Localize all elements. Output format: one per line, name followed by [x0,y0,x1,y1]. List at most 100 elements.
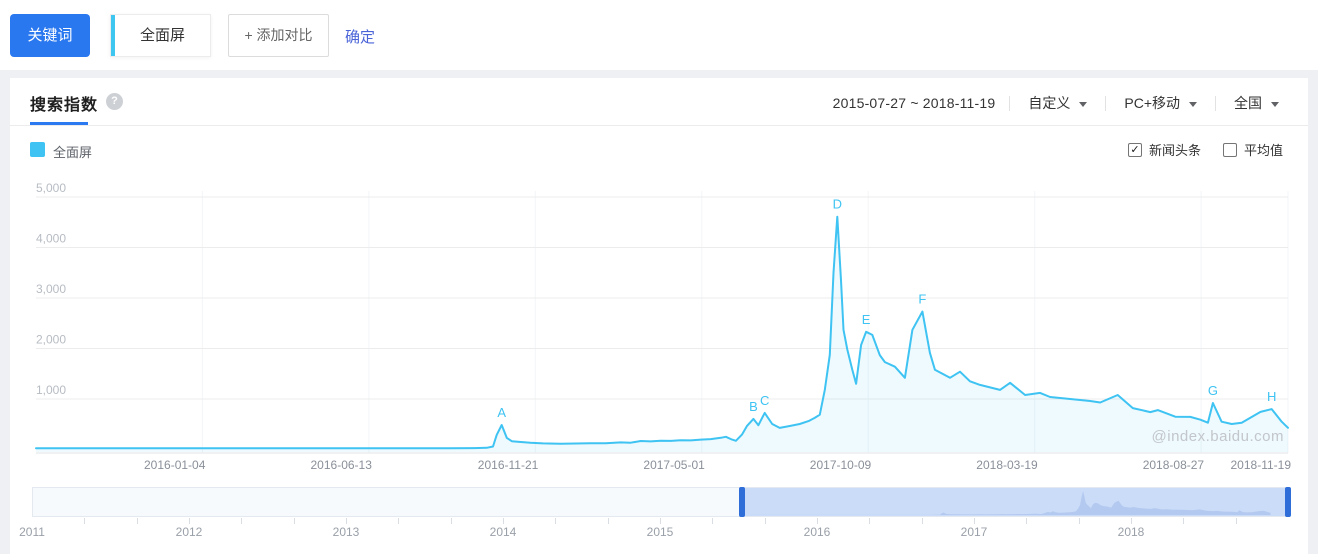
active-tab-underline [30,122,88,125]
timeline-mini-area [749,491,1271,515]
timeline-tick [189,518,190,524]
date-range-value[interactable]: 2015-07-27 ~ 2018-11-19 [832,95,996,111]
timeline-tick [1131,518,1132,524]
header-divider [10,125,1308,126]
timeline-tick [712,518,713,524]
dropdown-date-mode-label: 自定义 [1028,95,1071,111]
keyword-tab-label: 全面屏 [139,27,185,44]
legend-swatch [30,142,45,157]
news-marker-B[interactable]: B [749,399,758,414]
separator [1215,95,1216,111]
timeline-tick [294,518,295,524]
series-area-fill [36,216,1288,452]
y-axis-label: 4,000 [36,232,66,246]
timeline-tick [869,518,870,524]
trend-chart-canvas: 1,000 2,000 3,000 4,000 5,000 A B C D E F G H 2016-01… [35,181,1292,472]
timeline-year-label: 2012 [175,525,203,539]
checkbox-average-label: 平均值 [1243,143,1283,158]
timeline-tick [503,518,504,524]
timeline-year-label: 2011 [19,525,45,539]
chart-controls: 2015-07-27 ~ 2018-11-19 自定义 PC+移动 全国 [833,93,1283,113]
page-background-seam [0,70,1318,78]
timeline-year-label: 2013 [332,525,360,539]
timeline-tick [346,518,347,524]
timeline-year-label: 2015 [646,525,674,539]
checkbox-unchecked-icon [1222,142,1237,157]
dropdown-device[interactable]: PC+移动 [1120,93,1201,113]
checkbox-checked-icon: ✓ [1127,142,1142,157]
x-axis-label: 2016-01-04 [144,458,206,472]
y-axis-label: 3,000 [36,282,66,296]
news-marker-D[interactable]: D [833,197,842,212]
timeline-tick [765,518,766,524]
timeline-tick [608,518,609,524]
timeline-tick [84,518,85,524]
search-index-panel: 搜索指数 ? 2015-07-27 ~ 2018-11-19 自定义 PC+移动… [10,78,1308,554]
timeline-year-label: 2016 [803,525,831,539]
checkbox-news-headlines[interactable]: ✓ 新闻头条 [1127,140,1201,159]
timeline-year-label: 2018 [1117,525,1145,539]
confirm-label: 确定 [345,29,376,46]
tab-search-index[interactable]: 搜索指数 [30,97,99,114]
timeline-tick [1079,518,1080,524]
slider-handle-right[interactable] [1285,487,1291,517]
news-marker-E[interactable]: E [862,312,871,327]
timeline-tick [660,518,661,524]
x-axis-label: 2018-03-19 [976,458,1038,472]
separator [1009,95,1011,111]
add-compare-button[interactable]: + 添加对比 [228,14,329,57]
news-marker-C[interactable]: C [760,393,769,408]
timeline-tick [137,518,138,524]
confirm-button[interactable]: 确定 [345,26,375,47]
x-axis-label: 2016-11-21 [478,458,539,472]
top-toolbar: 关键词 全面屏 + 添加对比 确定 [0,0,1318,70]
keyword-button-label: 关键词 [27,27,73,44]
y-axis-label: 2,000 [36,333,66,347]
dropdown-region[interactable]: 全国 [1230,93,1283,113]
timeline-year-label: 2014 [489,525,517,539]
timeline-year-label: 2017 [960,525,988,539]
keyword-tab-accent-bar [111,15,115,56]
timeline-tick [398,518,399,524]
y-axis-label: 1,000 [36,383,66,397]
timeline-tick [922,518,923,524]
chart-option-toggles: ✓ 新闻头条 平均值 [1127,140,1283,159]
help-icon[interactable]: ? [106,93,123,110]
caret-down-icon [1189,101,1197,107]
add-compare-label: + 添加对比 [244,27,313,43]
watermark: @index.baidu.com [1151,428,1284,445]
x-axis-label: 2017-10-09 [810,458,872,472]
checkbox-news-headlines-label: 新闻头条 [1148,143,1201,158]
caret-down-icon [1079,101,1088,107]
news-marker-F[interactable]: F [918,292,926,307]
caret-down-icon [1271,101,1279,107]
timeline-mini-chart [749,491,1271,515]
trend-chart[interactable]: 1,000 2,000 3,000 4,000 5,000 A B C D E F G H 2016-01… [10,173,1308,483]
keyword-button[interactable]: 关键词 [10,14,90,57]
timeline-tick [451,518,452,524]
timeline-tick [1183,518,1184,524]
slider-handle-left[interactable] [739,487,745,517]
keyword-tab[interactable]: 全面屏 [110,14,211,57]
dropdown-date-mode[interactable]: 自定义 [1024,93,1091,113]
x-axis-label: 2018-11-19 [1231,458,1292,472]
separator [1105,95,1107,111]
checkbox-average[interactable]: 平均值 [1222,140,1283,159]
legend-series-label: 全面屏 [53,145,93,160]
x-axis-label: 2018-08-27 [1143,458,1205,472]
news-marker-H[interactable]: H [1267,389,1276,404]
timeline-tick [817,518,818,524]
dropdown-device-label: PC+移动 [1124,95,1180,111]
dropdown-region-label: 全国 [1234,95,1262,111]
timeline-tick [241,518,242,524]
x-axis-label: 2017-05-01 [643,458,705,472]
timeline-tick [555,518,556,524]
timeline-tick [1026,518,1027,524]
timeline-slider-track[interactable] [32,487,1291,517]
timeline-tick [974,518,975,524]
timeline-tick [1236,518,1237,524]
series-line [35,215,1289,450]
x-axis-label: 2016-06-13 [311,458,373,472]
news-marker-G[interactable]: G [1208,383,1218,398]
news-marker-A[interactable]: A [497,405,506,420]
